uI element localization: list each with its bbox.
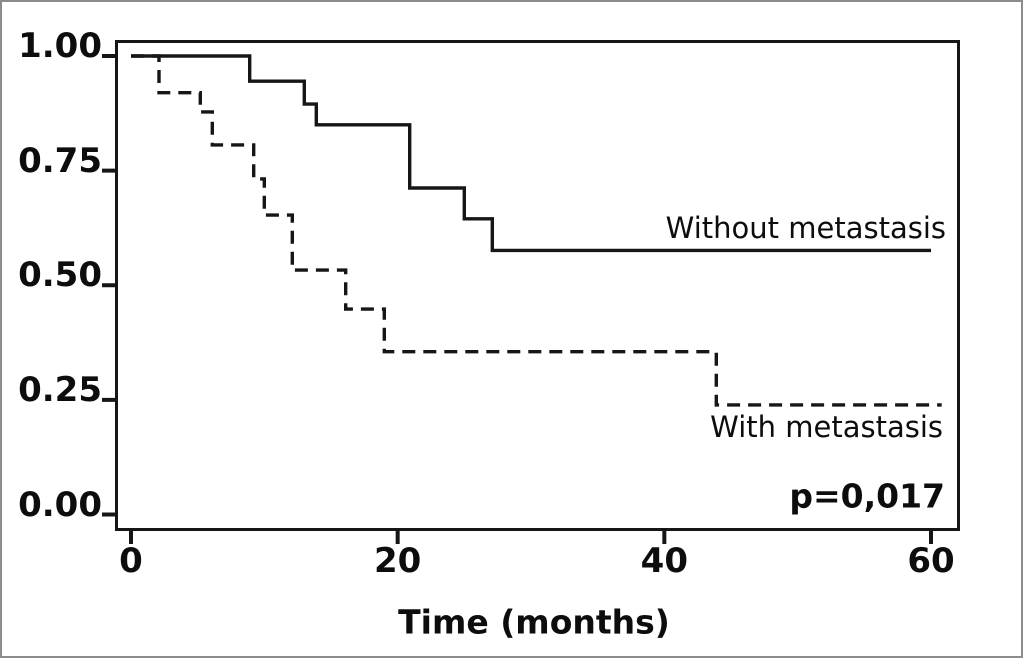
plot-frame: [115, 40, 960, 531]
series-line-without-metastasis: [131, 54, 931, 253]
label-with-metastasis: With metastasis: [710, 410, 943, 444]
y-axis-tick-marks: [102, 54, 115, 517]
x-axis-tick-marks: [129, 531, 933, 544]
y-tick-label-0-75: 0.75: [18, 140, 102, 181]
x-tick-label-40: 40: [640, 541, 688, 581]
x-tick-label-0: 0: [119, 541, 143, 581]
y-tick-label-1-00: 1.00: [18, 26, 102, 66]
p-value-label: p=0,017: [789, 476, 945, 516]
y-tick-label-0-25: 0.25: [18, 369, 102, 410]
y-tick-label-0-50: 0.50: [18, 255, 102, 296]
label-without-metastasis: Without metastasis: [665, 211, 946, 245]
x-axis-title: Time (months): [398, 602, 670, 642]
series-line-with-metastasis: [131, 54, 942, 407]
y-tick-label-0-00: 0.00: [18, 484, 102, 525]
x-tick-label-60: 60: [907, 541, 955, 581]
x-tick-label-20: 20: [373, 541, 422, 581]
